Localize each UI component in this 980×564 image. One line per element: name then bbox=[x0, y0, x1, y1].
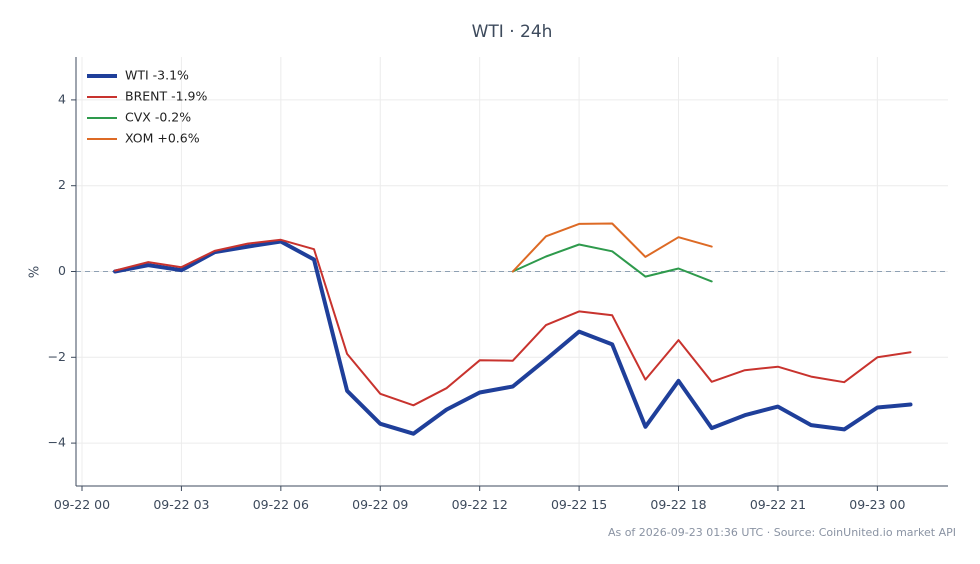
legend-label-1: BRENT -1.9% bbox=[125, 89, 208, 104]
x-tick-label: 09-22 06 bbox=[253, 497, 309, 512]
chart-title: WTI · 24h bbox=[472, 22, 553, 42]
series-layer bbox=[113, 222, 913, 436]
y-axis-label: % bbox=[28, 266, 43, 278]
footer-source-note: As of 2026-09-23 01:36 UTC · Source: Coi… bbox=[607, 526, 956, 539]
axes bbox=[71, 57, 948, 491]
y-tick-label: 0 bbox=[58, 263, 66, 278]
x-axis-ticks: 09-22 00 09-22 03 09-22 06 09-22 09 09-22 12… bbox=[54, 497, 906, 512]
y-tick-label: 4 bbox=[58, 91, 66, 106]
x-tick-label: 09-22 18 bbox=[650, 497, 706, 512]
legend: WTI -3.1% BRENT -1.9% CVX -0.2% XOM +0.6% bbox=[87, 68, 208, 146]
x-tick-label: 09-22 21 bbox=[750, 497, 806, 512]
series-line-2 bbox=[511, 243, 713, 283]
y-tick-label: −4 bbox=[48, 435, 66, 450]
x-tick-label: 09-23 00 bbox=[849, 497, 905, 512]
legend-label-0: WTI -3.1% bbox=[125, 68, 189, 83]
series-line-0 bbox=[113, 239, 913, 436]
x-tick-label: 09-22 00 bbox=[54, 497, 110, 512]
legend-label-3: XOM +0.6% bbox=[125, 131, 200, 146]
series-line-3 bbox=[511, 222, 713, 273]
x-tick-label: 09-22 15 bbox=[551, 497, 607, 512]
y-tick-label: 2 bbox=[58, 177, 66, 192]
x-tick-label: 09-22 03 bbox=[153, 497, 209, 512]
x-tick-label: 09-22 09 bbox=[352, 497, 408, 512]
y-axis-ticks: 4 2 0 −2 −4 bbox=[48, 91, 66, 449]
series-line-1 bbox=[114, 238, 912, 407]
legend-label-2: CVX -0.2% bbox=[125, 110, 191, 125]
y-tick-label: −2 bbox=[48, 349, 66, 364]
x-tick-label: 09-22 12 bbox=[452, 497, 508, 512]
